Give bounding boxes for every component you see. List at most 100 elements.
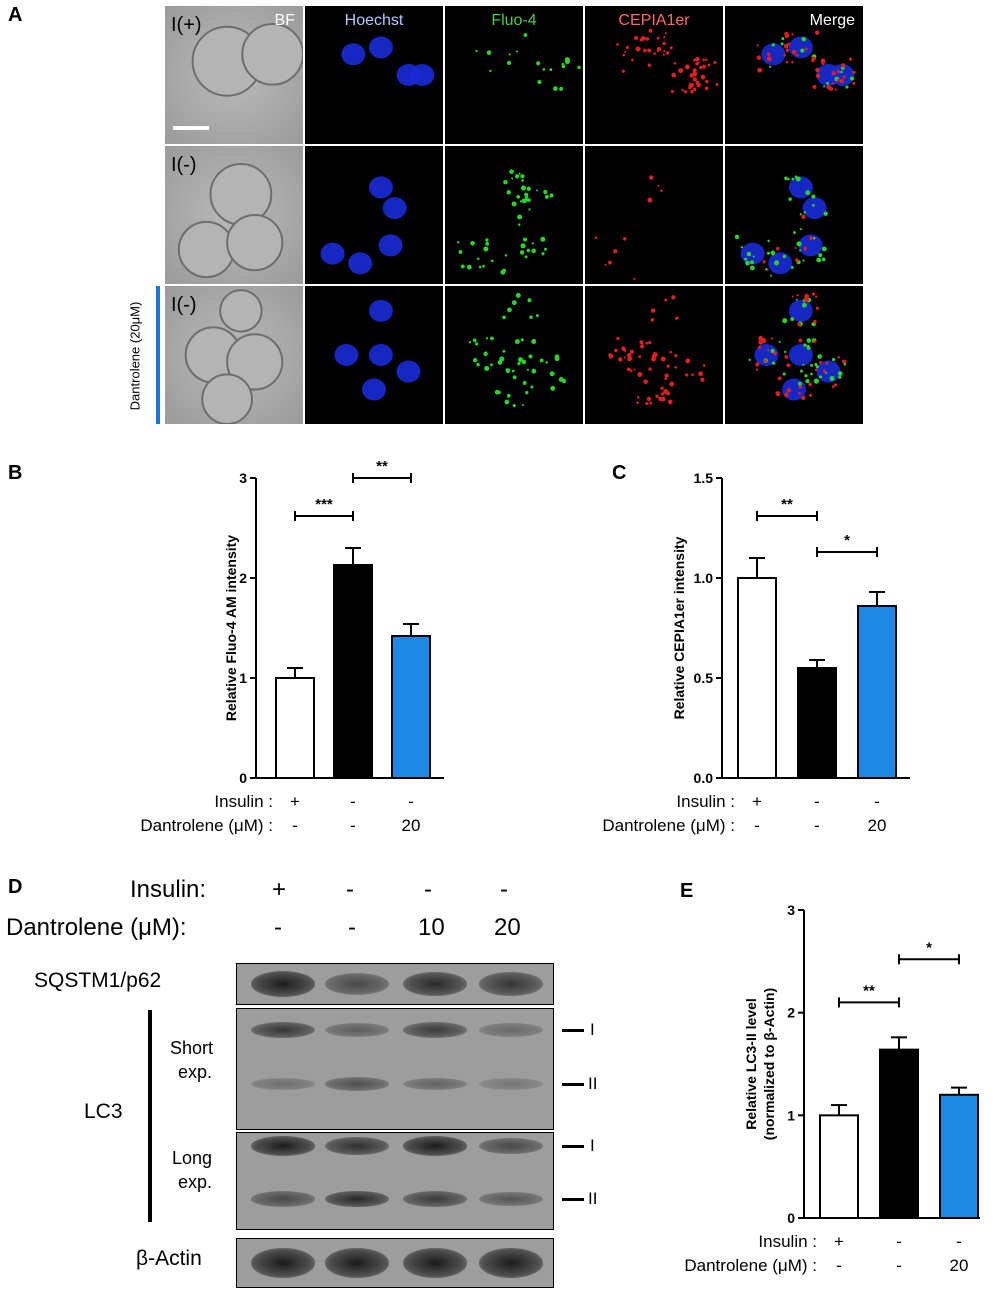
y-axis-label: Relative Fluo-4 AM intensity [223,535,239,721]
y-tick-label: 3 [787,902,795,918]
panel-letter-e: E [680,880,694,902]
micrograph-r2-fluo-4 [445,146,583,284]
blot-band [325,1190,389,1208]
condition-value: - [836,1256,842,1275]
band-label-short-II: II [588,1074,598,1093]
condition-row-label: Dantrolene (μM) : [684,1256,817,1275]
blot-band [479,1137,543,1155]
blot-lc3-short [236,1008,554,1130]
condition-value: 20 [949,1256,969,1275]
bar [939,1093,979,1219]
micrograph-r3-bf: I(-) [165,286,303,424]
y-tick-label: 1.5 [694,470,714,486]
dantrolene-row-label: Dantrolene (μM): [6,914,187,941]
lane-insulin-value: + [272,876,287,903]
condition-value: - [874,792,880,811]
y-tick-label: 1 [787,1107,795,1123]
blot-band [479,1078,543,1090]
sig-label: *** [315,496,333,513]
micrograph-r1-cepia1er: CEPIA1er [585,6,723,144]
bar [879,1048,919,1219]
blot-lc3-long [236,1132,554,1230]
condition-row-label: Insulin : [676,792,735,811]
long-exp-label-1: Long [172,1148,213,1168]
blot-band [479,972,543,996]
y-tick-label: 0 [239,770,247,786]
micrograph-r3-cepia1er [585,286,723,424]
chart-c: 0.0 0.5 1.0 1.5 Relative CEPIA1er intensity *… [671,470,910,786]
band-label-short-I: I [590,1020,595,1039]
lane-dantrolene-value: 20 [494,914,521,941]
blot-actin [236,1238,554,1288]
column-label-bf: BF [274,12,295,29]
blot-band [251,1136,315,1156]
lane-dantrolene-value: 10 [418,914,445,941]
condition-value: - [350,792,356,811]
micrograph-r1-bf: BF I(+) [165,6,303,144]
lane-dantrolene-value: - [348,914,356,941]
micrograph-r2-cepia1er [585,146,723,284]
y-tick-label: 2 [787,1005,795,1021]
column-label-merge: Merge [809,12,855,29]
panel-letter-c: C [612,462,627,484]
lane-insulin-value: - [500,876,508,903]
condition-value: - [754,816,760,835]
sig-label: ** [863,982,875,999]
dantrolene-side-bar [156,286,160,424]
band-marker-long-II [562,1198,584,1201]
micrograph-r1-hoechst: Hoechst [305,6,443,144]
lc3-bracket [148,1010,152,1222]
column-label-cepia1er: CEPIA1er [618,12,690,29]
y-axis-label: Relative LC3-II level [743,998,759,1130]
micrograph-r1-fluo-4: Fluo-4 [445,6,583,144]
condition-value: + [834,1232,844,1251]
condition-row-label: Insulin : [758,1232,817,1251]
y-tick-label: 3 [239,470,247,486]
blot-band [403,1191,467,1207]
condition-value: 20 [401,816,421,835]
condition-value: - [956,1232,962,1251]
bar [819,1114,859,1219]
blot-band [251,1191,315,1207]
micrograph-r1-merge: Merge [725,6,863,144]
bar [737,577,777,779]
blot-band [403,1248,467,1278]
condition-row-label: Dantrolene (μM) : [140,816,273,835]
y-tick-label: 0.5 [694,670,714,686]
condition-value: + [752,792,762,811]
dantrolene-side-label: Dantrolene (20μM) [127,301,143,411]
sig-label: ** [781,496,793,513]
y-tick-label: 2 [239,570,247,586]
insulin-row-label: Insulin: [130,876,207,903]
y-tick-label: 1.0 [694,570,714,586]
condition-value: 20 [867,816,887,835]
bar [857,605,897,779]
micrograph-r3-merge [725,286,863,424]
micrograph-r3-fluo-4 [445,286,583,424]
y-tick-label: 1 [239,670,247,686]
blot-band [403,971,467,997]
condition-value: - [292,816,298,835]
panel-letter-b: B [8,462,23,484]
lane-insulin-value: - [424,876,432,903]
blot-band [325,1077,389,1091]
condition-value: - [896,1232,902,1251]
condition-row-label: Dantrolene (μM) : [602,816,735,835]
blot-band [251,1078,315,1090]
row-label-3: I(-) [171,294,197,316]
condition-value: - [408,792,414,811]
condition-value: - [814,816,820,835]
condition-value: - [896,1256,902,1275]
micrograph-r2-hoechst [305,146,443,284]
column-label-hoechst: Hoechst [344,12,404,29]
panel-letter-d: D [8,876,23,898]
band-marker-short-I [562,1029,584,1032]
bar [333,564,373,779]
blot-band [479,1248,543,1278]
band-marker-short-II [562,1083,584,1086]
condition-row-label: Insulin : [214,792,273,811]
long-exp-label-2: exp. [178,1172,213,1192]
micrograph-r2-merge [725,146,863,284]
y-axis-label: Relative CEPIA1er intensity [671,536,687,719]
blot-band [251,1021,315,1039]
